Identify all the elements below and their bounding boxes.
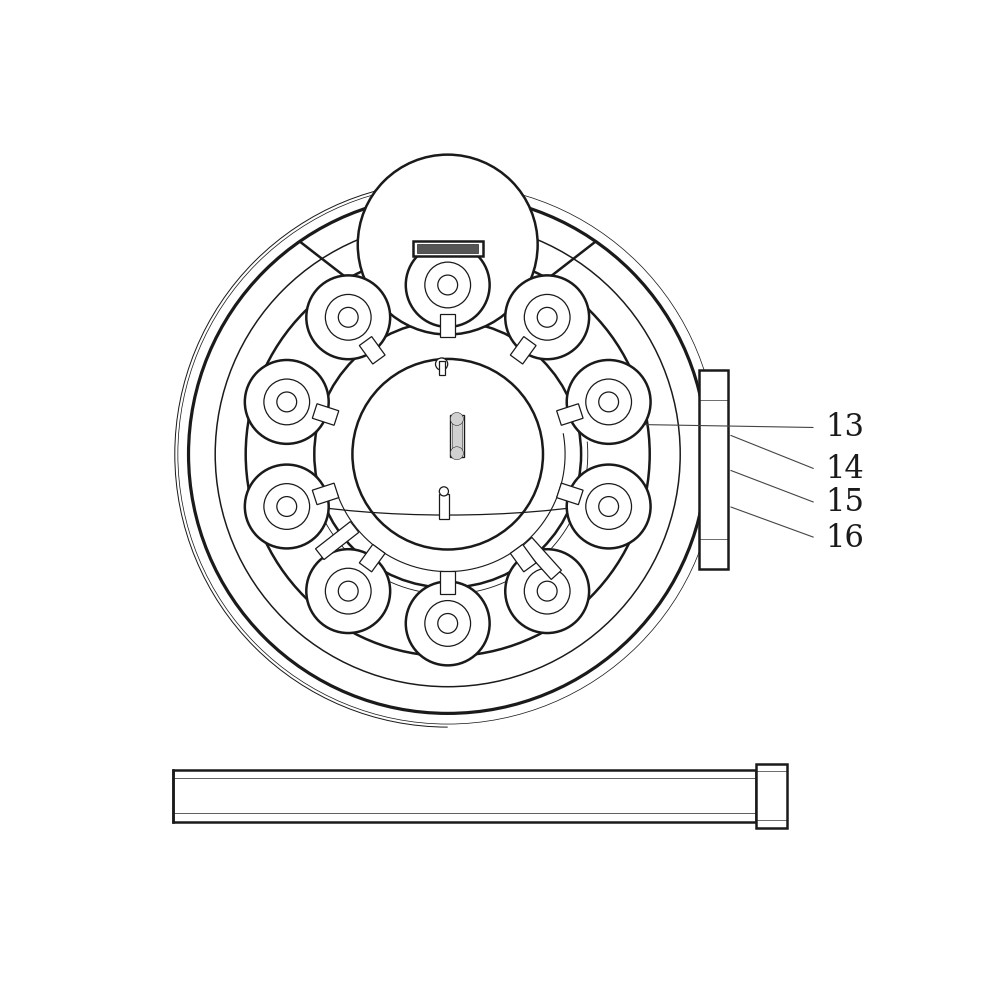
Text: 14: 14 [825, 454, 864, 485]
Circle shape [567, 360, 651, 444]
Circle shape [314, 321, 581, 588]
Circle shape [439, 487, 448, 496]
Circle shape [425, 262, 471, 308]
Circle shape [599, 497, 619, 517]
Bar [413, 241, 483, 256]
Circle shape [264, 379, 310, 425]
Text: 16: 16 [825, 523, 864, 553]
Circle shape [325, 294, 371, 341]
Circle shape [358, 154, 538, 335]
Circle shape [264, 484, 310, 530]
Polygon shape [510, 544, 536, 572]
Circle shape [567, 464, 651, 548]
Circle shape [189, 195, 707, 714]
Circle shape [537, 307, 557, 328]
Polygon shape [359, 337, 385, 364]
Circle shape [586, 379, 632, 425]
Circle shape [524, 568, 570, 614]
Circle shape [245, 464, 329, 548]
Circle shape [215, 222, 680, 687]
Bar [173, 770, 756, 822]
Circle shape [436, 358, 448, 370]
Polygon shape [312, 404, 339, 426]
Circle shape [438, 275, 458, 295]
Circle shape [406, 244, 490, 327]
Polygon shape [510, 337, 536, 364]
Bar [450, 415, 464, 457]
Circle shape [406, 581, 490, 665]
Bar [452, 418, 462, 454]
Circle shape [306, 549, 390, 633]
Circle shape [505, 275, 589, 359]
Polygon shape [312, 483, 339, 505]
Circle shape [352, 359, 543, 549]
Circle shape [245, 360, 329, 444]
Circle shape [338, 307, 358, 328]
Circle shape [586, 484, 632, 530]
Circle shape [306, 275, 390, 359]
Circle shape [425, 601, 471, 646]
Polygon shape [557, 404, 583, 426]
Polygon shape [440, 315, 455, 338]
Circle shape [450, 413, 463, 426]
Circle shape [338, 581, 358, 601]
Polygon shape [440, 571, 455, 594]
Polygon shape [316, 522, 359, 559]
Circle shape [537, 581, 557, 601]
Circle shape [524, 294, 570, 341]
Circle shape [450, 446, 463, 459]
Circle shape [599, 392, 619, 412]
Polygon shape [557, 483, 583, 505]
Polygon shape [359, 544, 385, 572]
Polygon shape [522, 538, 561, 579]
Circle shape [438, 614, 458, 634]
Circle shape [505, 549, 589, 633]
Circle shape [325, 568, 371, 614]
Circle shape [277, 392, 297, 412]
Bar [439, 494, 449, 519]
Text: 15: 15 [825, 487, 864, 519]
Circle shape [277, 497, 297, 517]
Text: 13: 13 [825, 412, 864, 444]
Bar [756, 763, 787, 828]
Bar [699, 370, 728, 568]
Bar [417, 244, 478, 253]
Bar [439, 361, 445, 375]
Circle shape [246, 252, 650, 656]
